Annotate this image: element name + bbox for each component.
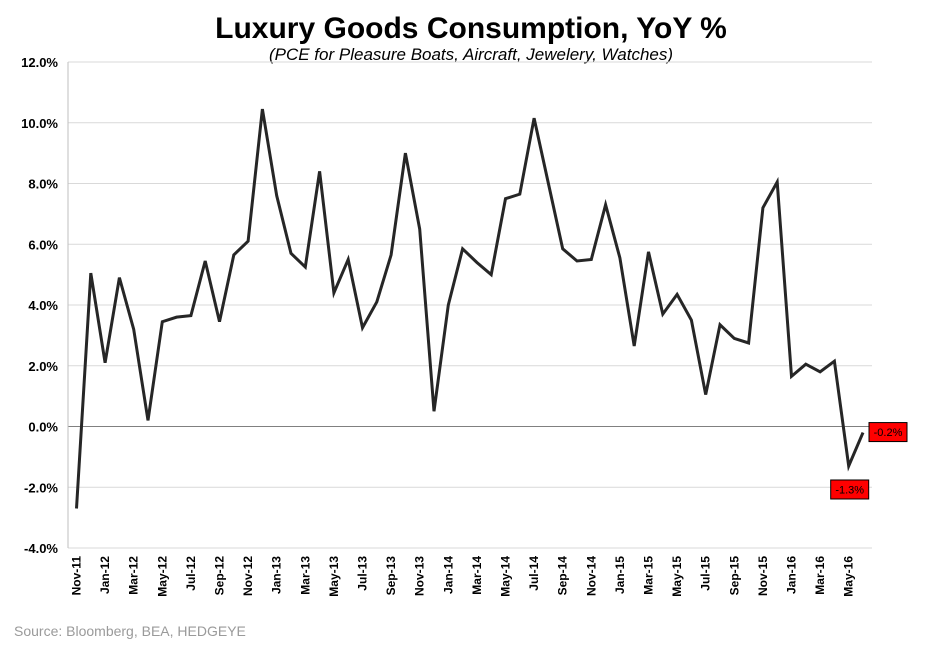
chart-title: Luxury Goods Consumption, YoY %	[215, 12, 727, 45]
x-tick-label: May-13	[327, 556, 341, 597]
x-tick-label: Mar-13	[298, 556, 312, 595]
x-tick-label: May-15	[670, 556, 684, 597]
y-tick-label: -2.0%	[24, 480, 58, 495]
x-tick-label: Jan-14	[441, 556, 455, 594]
x-tick-label: Nov-13	[413, 556, 427, 596]
x-tick-label: Jan-13	[270, 556, 284, 594]
x-tick-label: Sep-13	[384, 556, 398, 596]
x-tick-label: Mar-12	[127, 556, 141, 595]
source-note: Source: Bloomberg, BEA, HEDGEYE	[14, 623, 246, 639]
data-label-box	[830, 479, 870, 500]
x-tick-label: Nov-15	[756, 556, 770, 596]
x-tick-label: Nov-14	[584, 556, 598, 596]
data-labels: -1.3% -0.2%	[830, 422, 908, 500]
x-tick-label: Jan-15	[613, 556, 627, 594]
y-tick-label: 2.0%	[28, 359, 58, 374]
x-tick-label: Mar-14	[470, 556, 484, 595]
x-tick-label: Mar-15	[642, 556, 656, 595]
x-tick-label: Jan-16	[785, 556, 799, 594]
data-label: -1.3%	[835, 484, 864, 496]
x-tick-label: May-12	[155, 556, 169, 597]
data-label-box	[868, 422, 908, 443]
y-tick-label: -4.0%	[24, 541, 58, 556]
x-tick-label: Sep-12	[213, 556, 227, 596]
y-tick-label: 8.0%	[28, 177, 58, 192]
y-tick-label: 4.0%	[28, 298, 58, 313]
y-tick-label: 6.0%	[28, 237, 58, 252]
x-tick-label: Mar-16	[813, 556, 827, 595]
x-axis-ticks: Nov-11 Jan-12 Mar-12 May-12 Jul-12 Sep-12 Nov-…	[70, 556, 856, 597]
x-tick-label: Nov-11	[70, 556, 84, 596]
y-tick-label: 12.0%	[21, 55, 58, 70]
x-tick-label: Jul-12	[184, 556, 198, 591]
x-tick-label: Jul-15	[699, 556, 713, 591]
x-tick-label: Jan-12	[98, 556, 112, 594]
y-tick-label: 10.0%	[21, 116, 58, 131]
chart-subtitle: (PCE for Pleasure Boats, Aircraft, Jewel…	[269, 45, 673, 64]
x-tick-label: Sep-15	[727, 556, 741, 596]
x-tick-label: May-14	[499, 556, 513, 597]
gridlines	[68, 61, 872, 549]
series-line-luxury-goods	[75, 108, 865, 509]
x-tick-label: May-16	[842, 556, 856, 597]
x-tick-label: Jul-14	[527, 556, 541, 591]
x-tick-label: Nov-12	[241, 556, 255, 596]
y-axis-ticks: 12.0% 10.0% 8.0% 6.0% 4.0% 2.0% 0.0% -2.0% -4.0%	[21, 55, 58, 556]
y-tick-label: 0.0%	[28, 420, 58, 435]
x-tick-label: Jul-13	[356, 556, 370, 591]
data-label: -0.2%	[874, 427, 903, 439]
x-tick-label: Sep-14	[556, 556, 570, 596]
